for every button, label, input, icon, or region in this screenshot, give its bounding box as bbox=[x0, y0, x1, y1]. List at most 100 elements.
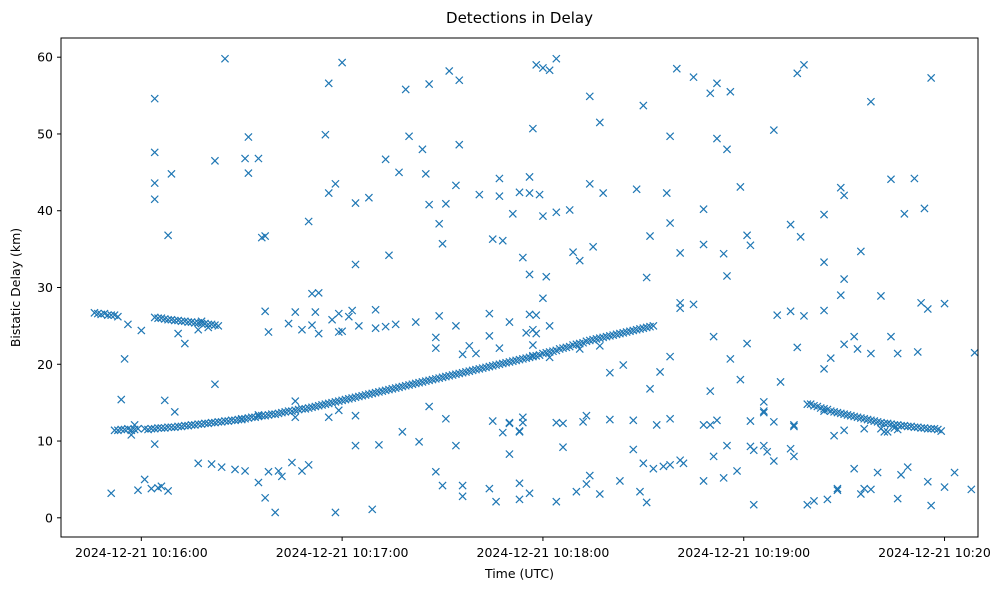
data-point bbox=[284, 407, 293, 416]
data-point bbox=[809, 496, 819, 505]
data-point bbox=[759, 407, 768, 416]
data-point bbox=[769, 456, 778, 466]
data-point bbox=[150, 94, 159, 103]
data-point bbox=[545, 353, 554, 362]
data-point bbox=[699, 205, 708, 214]
data-point-stroke bbox=[237, 415, 246, 424]
data-point bbox=[689, 73, 698, 82]
data-point-stroke bbox=[759, 397, 768, 406]
data-point bbox=[324, 413, 333, 422]
data-point-stroke bbox=[639, 459, 648, 468]
data-point bbox=[853, 344, 862, 353]
data-point-stroke bbox=[525, 270, 534, 279]
data-point bbox=[676, 304, 685, 313]
data-point-stroke bbox=[773, 311, 782, 320]
data-point-stroke bbox=[820, 407, 829, 416]
data-point bbox=[455, 76, 464, 85]
data-point bbox=[595, 489, 604, 499]
data-point bbox=[425, 200, 434, 209]
data-point bbox=[666, 460, 675, 469]
data-point bbox=[666, 414, 675, 423]
data-point bbox=[495, 344, 504, 353]
data-point-stroke bbox=[793, 69, 802, 78]
data-point bbox=[264, 467, 273, 476]
data-point-stroke bbox=[850, 332, 859, 341]
data-point bbox=[880, 427, 889, 436]
data-point bbox=[518, 413, 527, 422]
data-point-stroke bbox=[897, 470, 906, 479]
data-point-stroke bbox=[733, 466, 742, 476]
data-point-stroke bbox=[528, 351, 537, 360]
data-point bbox=[431, 333, 440, 342]
data-point bbox=[137, 326, 146, 335]
data-point bbox=[833, 486, 842, 495]
data-point bbox=[712, 416, 721, 425]
data-point-stroke bbox=[840, 191, 849, 200]
data-point-stroke bbox=[495, 174, 504, 183]
data-point bbox=[856, 247, 865, 256]
data-point-stroke bbox=[649, 321, 658, 330]
data-point-stroke bbox=[820, 210, 829, 219]
data-point-stroke bbox=[927, 73, 936, 82]
data-point-stroke bbox=[150, 440, 159, 449]
data-point bbox=[351, 199, 360, 208]
data-point-stroke bbox=[893, 494, 902, 503]
data-point-stroke bbox=[679, 459, 688, 468]
data-point-stroke bbox=[589, 242, 598, 251]
data-point-stroke bbox=[545, 353, 554, 362]
data-point-stroke bbox=[133, 486, 142, 495]
data-point bbox=[552, 418, 561, 427]
data-point-stroke bbox=[324, 79, 333, 88]
data-point bbox=[836, 183, 845, 192]
data-point bbox=[525, 310, 534, 319]
data-point-stroke bbox=[214, 321, 223, 330]
data-point bbox=[431, 344, 440, 353]
data-point bbox=[220, 54, 230, 63]
data-point bbox=[244, 133, 253, 142]
data-point-stroke bbox=[103, 311, 112, 320]
y-tick-label: 20 bbox=[37, 357, 53, 372]
data-point-stroke bbox=[150, 94, 159, 103]
data-point bbox=[164, 315, 173, 324]
data-point bbox=[759, 441, 768, 450]
data-point bbox=[130, 420, 139, 429]
data-point bbox=[635, 487, 645, 496]
data-point bbox=[435, 219, 444, 228]
data-point-stroke bbox=[207, 460, 216, 469]
data-point bbox=[515, 188, 524, 197]
data-point bbox=[284, 319, 293, 328]
data-point bbox=[679, 459, 688, 468]
data-point bbox=[886, 175, 896, 184]
data-point bbox=[354, 321, 363, 330]
data-point bbox=[585, 179, 594, 188]
x-tick-label: 2024-12-21 10:20:00 bbox=[878, 545, 990, 560]
data-point bbox=[254, 410, 263, 419]
data-point-stroke bbox=[458, 481, 467, 490]
data-point bbox=[967, 485, 976, 494]
data-point-stroke bbox=[866, 97, 875, 106]
data-point bbox=[876, 291, 885, 300]
data-point bbox=[632, 185, 641, 194]
data-point bbox=[334, 309, 343, 318]
data-point-stroke bbox=[706, 387, 715, 396]
data-point-stroke bbox=[759, 408, 768, 417]
data-point-stroke bbox=[284, 407, 293, 416]
data-point bbox=[505, 318, 514, 327]
data-point bbox=[314, 288, 323, 297]
data-point bbox=[833, 484, 842, 493]
data-point bbox=[405, 132, 414, 141]
data-point bbox=[532, 311, 541, 320]
data-point bbox=[257, 233, 266, 242]
data-point-stroke bbox=[231, 465, 240, 474]
data-point-stroke bbox=[241, 466, 250, 476]
data-point bbox=[110, 426, 119, 435]
data-point-stroke bbox=[90, 308, 99, 317]
data-point bbox=[940, 483, 949, 492]
data-point-stroke bbox=[415, 437, 424, 446]
data-point bbox=[840, 426, 849, 435]
data-point-stroke bbox=[311, 308, 320, 317]
data-point bbox=[197, 319, 206, 328]
data-point-stroke bbox=[167, 315, 176, 324]
data-point-stroke bbox=[200, 419, 209, 428]
data-point-stroke bbox=[525, 172, 534, 181]
